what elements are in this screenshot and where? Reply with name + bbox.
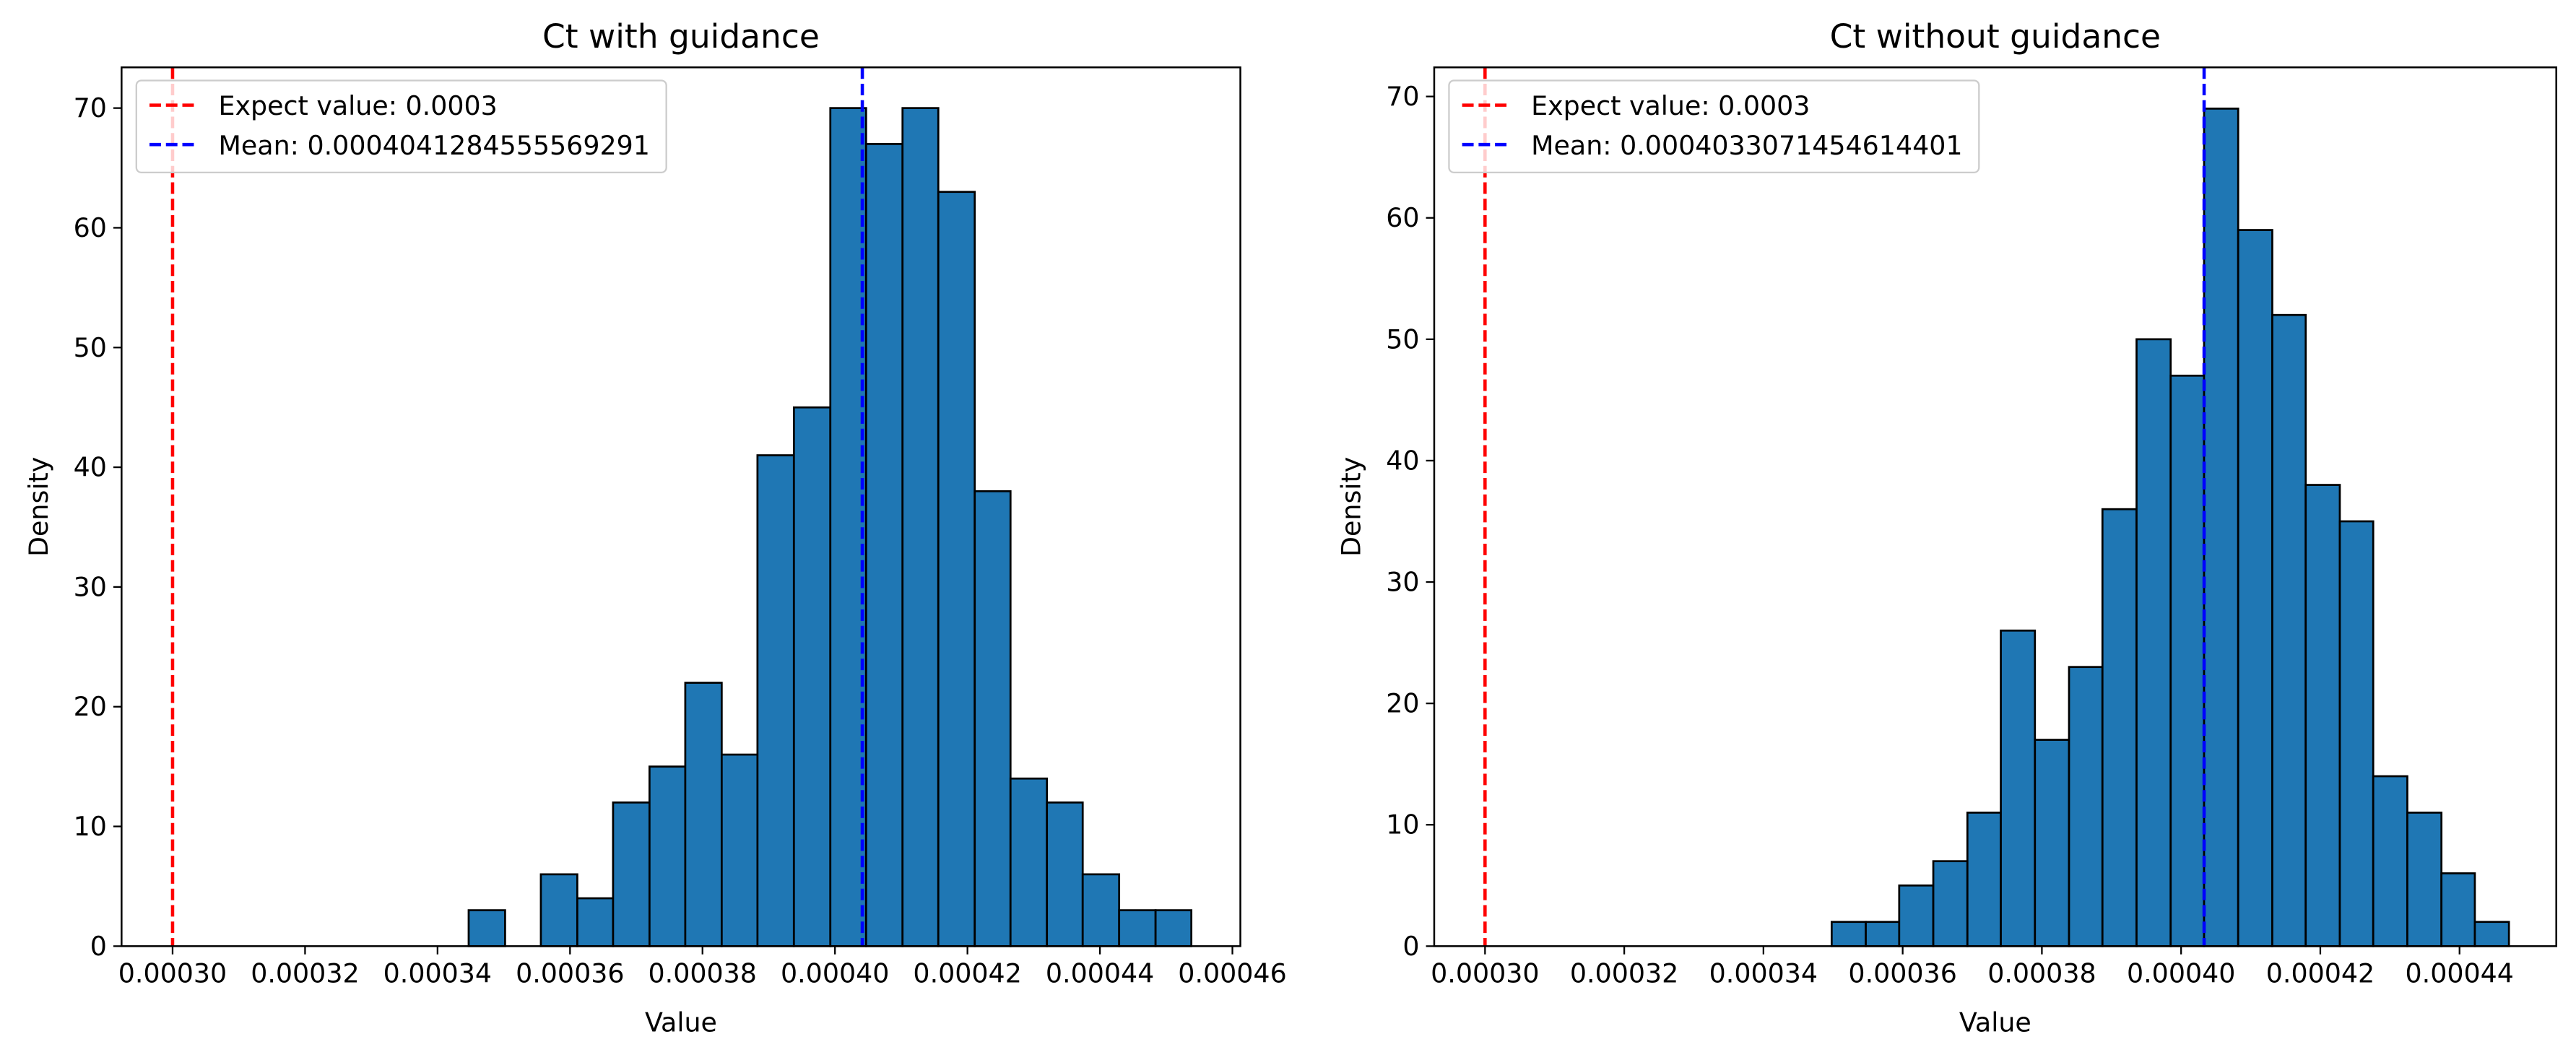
legend-label: Mean: 0.0004033071454614401 bbox=[1531, 130, 1962, 161]
histogram-bar bbox=[2034, 739, 2070, 947]
histogram-bar bbox=[864, 143, 904, 947]
x-tick-label: 0.00042 bbox=[2266, 957, 2375, 989]
legend-frame bbox=[135, 79, 667, 174]
x-tick-label: 0.00040 bbox=[2127, 957, 2235, 989]
y-tick-label: 60 bbox=[74, 212, 107, 243]
y-tick-label: 10 bbox=[1386, 809, 1419, 840]
histogram-bar bbox=[2101, 508, 2138, 947]
x-tick-label: 0.00036 bbox=[1848, 957, 1956, 989]
histogram-bar bbox=[1081, 873, 1121, 947]
histogram-bar bbox=[1966, 812, 2002, 947]
histogram-bar bbox=[2237, 229, 2273, 947]
x-tick-label: 0.00034 bbox=[383, 957, 492, 989]
x-tick-label: 0.00038 bbox=[649, 957, 757, 989]
histogram-bar bbox=[649, 765, 687, 947]
legend-label: Mean: 0.0004041284555569291 bbox=[219, 130, 650, 161]
histogram-bar bbox=[576, 897, 615, 947]
y-tick-label: 0 bbox=[90, 931, 107, 962]
histogram-bar bbox=[2304, 484, 2341, 947]
subplot: 0.00030 0.00032 0.00034 0.00036 0.00038 0.000… bbox=[1336, 17, 2557, 1038]
x-tick-label: 0.00034 bbox=[1709, 957, 1818, 989]
histogram-bar bbox=[2372, 775, 2408, 947]
histogram-bar bbox=[2271, 313, 2307, 947]
histogram-bar bbox=[2440, 872, 2476, 947]
x-tick-label: 0.00046 bbox=[1178, 957, 1286, 989]
axes-frame bbox=[1433, 66, 2557, 947]
legend-label: Expect value: 0.0003 bbox=[1531, 90, 1810, 121]
x-tick-label: 0.00032 bbox=[1570, 957, 1678, 989]
legend-label: Expect value: 0.0003 bbox=[219, 90, 498, 121]
y-tick-label: 50 bbox=[1386, 323, 1419, 355]
x-axis-label: Value bbox=[1959, 1007, 2031, 1038]
histogram-bar bbox=[937, 191, 976, 947]
histogram-bar bbox=[973, 490, 1012, 947]
histogram-bar bbox=[684, 682, 723, 947]
subplot: 0.00030 0.00032 0.00034 0.00036 0.00038 0.000… bbox=[23, 17, 1287, 1038]
y-tick-label: 0 bbox=[1402, 931, 1419, 962]
y-axis-label: Density bbox=[23, 457, 54, 557]
histogram-bar bbox=[1932, 860, 1969, 947]
y-axis-label: Density bbox=[1336, 457, 1367, 557]
axes-frame bbox=[121, 66, 1241, 947]
histogram-bar bbox=[2135, 338, 2172, 947]
histogram-bar bbox=[1830, 921, 1867, 947]
histogram-bar bbox=[901, 107, 940, 947]
x-tick-label: 0.00030 bbox=[118, 957, 227, 989]
y-tick-label: 60 bbox=[1386, 202, 1419, 233]
x-tick-label: 0.00042 bbox=[913, 957, 1021, 989]
chart-title: Ct with guidance bbox=[542, 17, 820, 56]
y-tick-label: 40 bbox=[74, 452, 107, 483]
legend-frame bbox=[1448, 79, 1980, 174]
x-tick-label: 0.00040 bbox=[781, 957, 889, 989]
histogram-bar bbox=[720, 753, 759, 947]
histogram-bar bbox=[539, 873, 578, 947]
histogram-bar bbox=[2000, 629, 2037, 947]
histogram-bar bbox=[467, 909, 506, 947]
x-tick-label: 0.00038 bbox=[1987, 957, 2096, 989]
histogram-bar bbox=[1046, 801, 1084, 947]
y-tick-label: 50 bbox=[74, 332, 107, 363]
y-tick-label: 10 bbox=[74, 811, 107, 842]
y-tick-label: 70 bbox=[74, 92, 107, 123]
legend: Expect value: 0.0003 Mean: 0.000404128455… bbox=[135, 79, 667, 174]
x-tick-label: 0.00036 bbox=[516, 957, 624, 989]
histogram-bar bbox=[756, 454, 795, 947]
histogram-bar bbox=[2406, 812, 2443, 947]
histogram-bar bbox=[792, 406, 832, 947]
histogram-bar bbox=[1009, 777, 1049, 947]
histogram-bar bbox=[2473, 921, 2510, 947]
x-axis-label: Value bbox=[645, 1007, 717, 1038]
y-tick-label: 20 bbox=[74, 691, 107, 722]
histogram-bar bbox=[1154, 909, 1193, 947]
y-tick-label: 30 bbox=[1386, 567, 1419, 598]
y-tick-label: 30 bbox=[74, 571, 107, 602]
histogram-bar bbox=[2338, 520, 2375, 947]
chart-title: Ct without guidance bbox=[1830, 17, 2161, 56]
histogram-bar bbox=[1898, 884, 1935, 947]
x-tick-label: 0.00044 bbox=[2406, 957, 2514, 989]
y-tick-label: 70 bbox=[1386, 81, 1419, 112]
x-tick-label: 0.00044 bbox=[1046, 957, 1154, 989]
x-tick-label: 0.00030 bbox=[1431, 957, 1539, 989]
histogram-bar bbox=[2169, 374, 2206, 947]
histogram-bar bbox=[2068, 666, 2104, 947]
histogram-bar bbox=[612, 801, 651, 947]
y-tick-label: 20 bbox=[1386, 688, 1419, 719]
histogram-bar bbox=[1865, 921, 1901, 947]
histogram-bar bbox=[2203, 108, 2239, 947]
x-tick-label: 0.00032 bbox=[251, 957, 359, 989]
histogram-bar bbox=[829, 107, 867, 947]
histogram-bar bbox=[1118, 909, 1157, 947]
y-tick-label: 40 bbox=[1386, 445, 1419, 476]
legend: Expect value: 0.0003 Mean: 0.000403307145… bbox=[1448, 79, 1980, 174]
